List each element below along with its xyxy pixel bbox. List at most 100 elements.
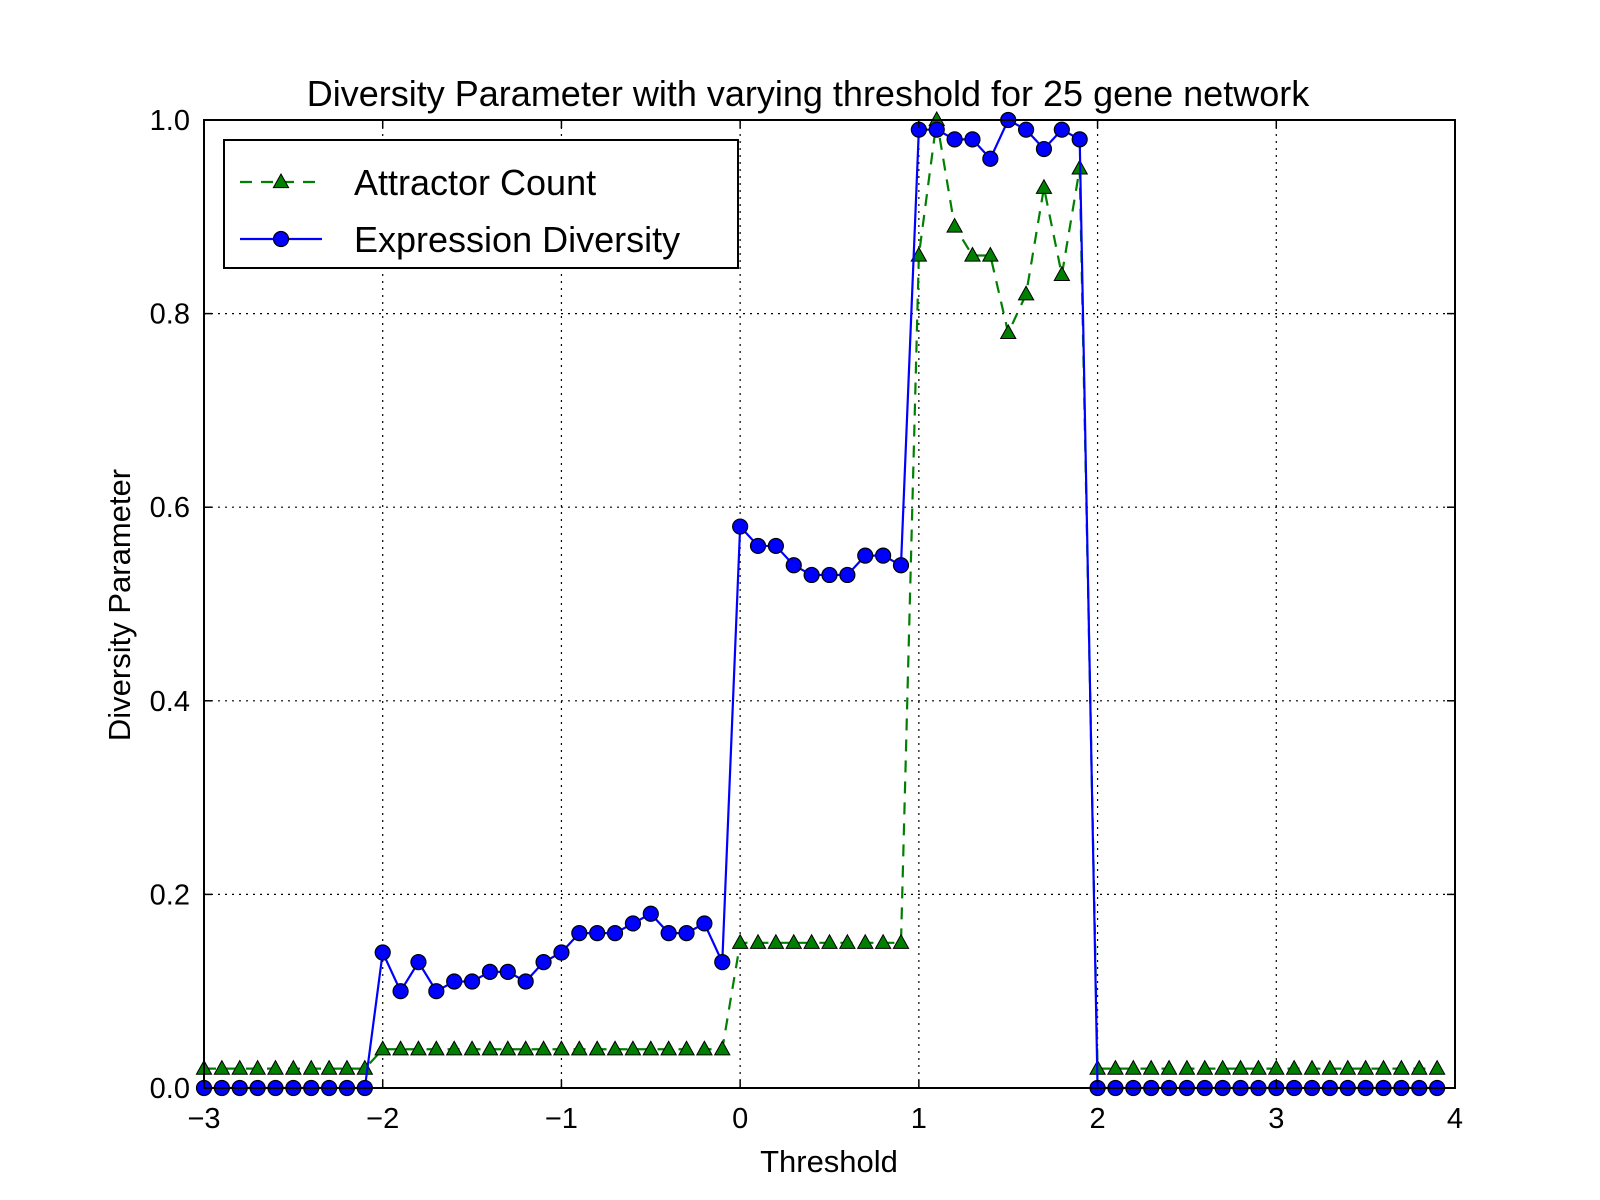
data-point-attractor-count	[821, 933, 838, 949]
x-tick-label: −3	[187, 1103, 220, 1135]
data-point-expression-diversity	[392, 983, 409, 1000]
x-tick-label: 4	[1447, 1103, 1463, 1135]
data-point-attractor-count	[946, 217, 964, 233]
data-point-attractor-count	[284, 1059, 302, 1075]
data-point-expression-diversity	[517, 973, 534, 990]
data-point-attractor-count	[1142, 1059, 1160, 1075]
x-tick-label: −2	[366, 1103, 399, 1135]
data-point-attractor-count	[1106, 1059, 1124, 1075]
data-point-attractor-count	[213, 1059, 231, 1075]
x-tick-label: 0	[732, 1103, 748, 1135]
data-point-attractor-count	[249, 1059, 267, 1075]
data-point-attractor-count	[1160, 1059, 1178, 1075]
data-point-attractor-count	[624, 1040, 642, 1056]
data-point-attractor-count	[1321, 1059, 1339, 1075]
data-point-expression-diversity	[767, 537, 784, 555]
data-point-attractor-count	[749, 933, 767, 949]
data-point-expression-diversity	[892, 557, 910, 574]
legend: Attractor Count Expression Diversity	[223, 139, 739, 269]
y-tick-label: 0.4	[150, 686, 190, 718]
data-point-attractor-count	[1017, 285, 1035, 301]
data-point-expression-diversity	[374, 944, 391, 961]
legend-label-expression-diversity: Expression Diversity	[354, 219, 680, 260]
data-point-expression-diversity	[463, 973, 481, 990]
data-point-attractor-count	[1285, 1059, 1303, 1075]
data-point-attractor-count	[910, 246, 928, 262]
x-tick-label: 2	[1090, 1103, 1106, 1135]
data-point-attractor-count	[1357, 1059, 1375, 1075]
data-point-attractor-count	[874, 933, 892, 949]
data-point-attractor-count	[338, 1059, 356, 1075]
y-tick-label: 0.0	[150, 1073, 190, 1105]
legend-marker-attractor-count	[272, 172, 290, 189]
data-point-expression-diversity	[946, 131, 963, 148]
data-point-expression-diversity	[964, 131, 981, 148]
data-point-attractor-count	[785, 933, 803, 949]
data-point-expression-diversity	[535, 954, 552, 971]
data-point-attractor-count	[767, 933, 785, 949]
data-point-expression-diversity	[1071, 131, 1088, 148]
data-point-expression-diversity	[624, 915, 642, 932]
data-point-attractor-count	[463, 1040, 481, 1056]
data-point-expression-diversity	[553, 944, 570, 961]
data-point-attractor-count	[499, 1040, 517, 1056]
data-point-expression-diversity	[696, 915, 713, 932]
data-point-attractor-count	[1267, 1059, 1285, 1075]
legend-marker-expression-diversity	[272, 230, 290, 248]
data-point-attractor-count	[981, 246, 999, 262]
data-point-expression-diversity	[857, 547, 874, 564]
data-point-expression-diversity	[1035, 140, 1053, 158]
y-tick-label: 1.0	[150, 105, 190, 137]
data-point-attractor-count	[838, 933, 856, 949]
data-point-attractor-count	[892, 933, 910, 949]
x-axis-label: Threshold	[760, 1144, 898, 1179]
data-point-attractor-count	[713, 1040, 731, 1056]
data-point-expression-diversity	[446, 973, 463, 990]
data-point-expression-diversity	[839, 566, 856, 584]
data-point-expression-diversity	[803, 566, 820, 584]
data-point-attractor-count	[1053, 265, 1071, 281]
data-point-expression-diversity	[481, 963, 499, 980]
x-tick-label: 3	[1268, 1103, 1284, 1135]
data-point-expression-diversity	[875, 547, 892, 564]
data-point-expression-diversity	[928, 121, 945, 138]
data-point-attractor-count	[552, 1040, 570, 1056]
data-point-expression-diversity	[499, 963, 516, 980]
data-point-attractor-count	[856, 933, 874, 949]
x-tick-label: −1	[545, 1103, 578, 1135]
data-point-attractor-count	[1232, 1059, 1249, 1075]
data-point-attractor-count	[302, 1059, 320, 1075]
data-point-expression-diversity	[785, 557, 802, 574]
data-point-attractor-count	[1339, 1059, 1357, 1075]
data-point-attractor-count	[427, 1040, 445, 1056]
data-point-attractor-count	[445, 1040, 463, 1056]
data-point-attractor-count	[731, 933, 749, 949]
data-point-attractor-count	[392, 1040, 410, 1056]
data-point-expression-diversity	[678, 925, 695, 942]
data-point-expression-diversity	[606, 925, 624, 942]
legend-label-attractor-count: Attractor Count	[354, 162, 596, 203]
data-point-expression-diversity	[642, 905, 659, 922]
data-point-attractor-count	[606, 1040, 624, 1056]
data-point-attractor-count	[678, 1040, 695, 1056]
data-point-attractor-count	[410, 1040, 427, 1056]
data-point-expression-diversity	[714, 954, 731, 971]
data-point-attractor-count	[803, 933, 821, 949]
y-tick-label: 0.6	[150, 492, 190, 524]
data-point-attractor-count	[570, 1040, 588, 1056]
data-point-attractor-count	[1214, 1059, 1232, 1075]
data-point-attractor-count	[1303, 1059, 1321, 1075]
data-point-expression-diversity	[749, 537, 767, 555]
data-point-attractor-count	[999, 323, 1017, 340]
data-point-expression-diversity	[1053, 121, 1070, 138]
data-point-expression-diversity	[571, 925, 588, 942]
data-point-attractor-count	[481, 1040, 499, 1056]
data-point-attractor-count	[1178, 1059, 1196, 1075]
legend-entry-attractor-count: Attractor Count	[240, 162, 596, 203]
data-point-attractor-count	[231, 1059, 249, 1075]
legend-entry-expression-diversity: Expression Diversity	[240, 219, 680, 260]
y-tick-label: 0.2	[150, 879, 190, 911]
x-tick-label: 1	[911, 1103, 927, 1135]
data-point-attractor-count	[964, 246, 981, 262]
